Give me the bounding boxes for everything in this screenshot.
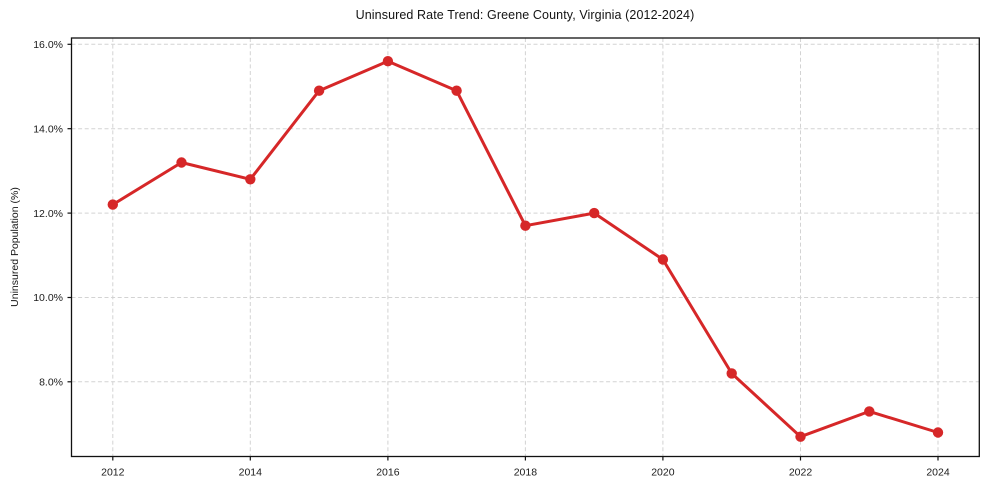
y-tick-label: 16.0% [33,39,63,51]
data-point-2017 [451,85,462,96]
x-tick-label: 2022 [789,467,813,479]
data-point-2022 [795,431,806,442]
data-point-2018 [520,220,531,231]
data-point-2020 [657,254,669,265]
data-point-2014 [245,174,256,185]
x-tick-label: 2024 [926,467,950,479]
data-point-2012 [107,199,119,210]
data-point-2023 [864,406,875,417]
y-tick-label: 12.0% [33,208,63,220]
data-point-2019 [589,207,600,219]
data-point-2024 [932,427,944,438]
y-tick-label: 8.0% [39,377,63,389]
x-tick-label: 2018 [514,467,538,479]
y-tick-label: 14.0% [33,123,63,135]
x-tick-label: 2020 [651,467,675,479]
x-tick-label: 2012 [101,467,125,479]
data-point-2015 [313,85,325,96]
data-point-2021 [726,368,737,379]
y-tick-label: 10.0% [33,292,63,304]
x-tick-label: 2016 [376,467,400,479]
x-tick-label: 2014 [239,467,263,479]
chart-title: Uninsured Rate Trend: Greene County, Vir… [355,8,695,22]
data-point-2013 [176,157,187,168]
data-point-2016 [382,56,394,67]
